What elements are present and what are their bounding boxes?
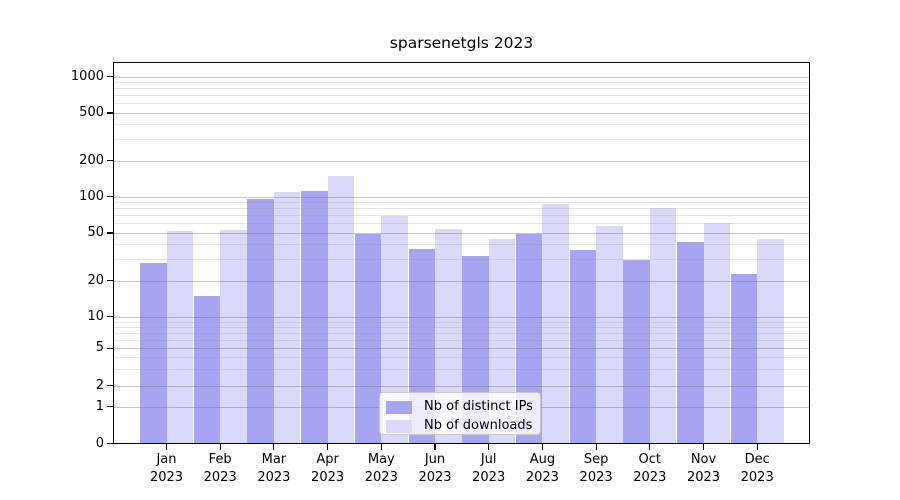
x-tick-mark <box>595 444 597 450</box>
x-tick-label-dec: Dec 2023 <box>740 452 774 485</box>
legend-label-distinct-ips: Nb of distinct IPs <box>424 399 533 414</box>
x-tick-label-feb: Feb 2023 <box>203 452 237 485</box>
y-tick-label: 200 <box>79 152 104 168</box>
bar-nov-distinct-ips <box>677 242 704 444</box>
minor-gridline <box>113 82 810 84</box>
x-tick-mark <box>702 444 705 450</box>
x-tick-mark <box>327 444 329 450</box>
plot-area <box>113 62 810 444</box>
y-tick-label: 1000 <box>70 68 104 84</box>
x-tick-label-sep: Sep 2023 <box>579 452 613 485</box>
y-tick-label: 50 <box>87 224 104 240</box>
minor-gridline <box>113 88 810 90</box>
x-tick-label-jul: Jul 2023 <box>472 452 506 485</box>
x-tick-label-apr: Apr 2023 <box>311 452 345 485</box>
y-tick-mark <box>107 280 113 282</box>
x-tick-mark <box>756 444 758 450</box>
bar-feb-distinct-ips <box>193 295 221 444</box>
major-gridline <box>113 112 810 114</box>
legend-label-downloads: Nb of downloads <box>424 418 533 433</box>
x-tick-label-mar: Mar 2023 <box>257 452 291 485</box>
y-tick-mark <box>107 76 113 78</box>
minor-gridline <box>113 139 810 141</box>
x-tick-mark <box>488 444 490 450</box>
x-tick-mark <box>649 444 651 450</box>
x-tick-label-nov: Nov 2023 <box>686 452 721 485</box>
major-gridline <box>113 196 810 198</box>
x-tick-label-jun: Jun 2023 <box>418 452 452 485</box>
x-tick-label-aug: Aug 2023 <box>525 452 559 485</box>
legend-swatch-distinct-ips <box>386 400 412 414</box>
x-tick-mark <box>219 444 221 450</box>
y-tick-mark <box>107 443 113 445</box>
bar-dec-downloads <box>757 238 784 444</box>
y-tick-mark <box>107 112 113 114</box>
bar-may-distinct-ips <box>354 234 382 444</box>
y-tick-label: 10 <box>87 308 104 324</box>
bar-aug-downloads <box>542 204 569 444</box>
x-tick-label-oct: Oct 2023 <box>633 452 667 485</box>
y-tick-mark <box>107 160 113 162</box>
y-tick-label: 100 <box>79 188 104 204</box>
y-tick-label: 1 <box>95 398 104 414</box>
y-tick-mark <box>107 385 113 387</box>
legend-swatch-downloads <box>386 419 412 433</box>
bar-sep-distinct-ips <box>569 250 597 444</box>
y-tick-label: 0 <box>95 435 104 451</box>
y-tick-mark <box>107 316 113 318</box>
minor-gridline <box>113 208 810 210</box>
bar-apr-distinct-ips <box>301 190 328 444</box>
bar-jan-downloads <box>166 231 193 444</box>
minor-gridline <box>113 124 810 126</box>
bar-oct-downloads <box>649 207 677 444</box>
y-tick-label: 2 <box>95 377 104 393</box>
legend-item-distinct-ips: Nb of distinct IPs <box>386 398 533 416</box>
bar-dec-distinct-ips <box>730 273 758 444</box>
bar-mar-distinct-ips <box>247 199 274 444</box>
x-tick-mark <box>165 444 168 450</box>
legend-item-downloads: Nb of downloads <box>386 417 532 435</box>
y-tick-mark <box>107 406 113 408</box>
y-tick-mark <box>107 196 113 198</box>
minor-gridline <box>113 103 810 105</box>
y-tick-label: 5 <box>95 340 104 356</box>
major-gridline <box>113 76 810 78</box>
bar-mar-downloads <box>273 192 301 444</box>
x-tick-mark <box>273 444 275 450</box>
legend: Nb of distinct IPs Nb of downloads <box>379 392 541 435</box>
bar-sep-downloads <box>596 226 623 444</box>
y-tick-label: 500 <box>79 104 104 120</box>
bar-feb-downloads <box>220 230 247 444</box>
minor-gridline <box>113 95 810 97</box>
bar-jan-distinct-ips <box>140 263 167 444</box>
y-tick-mark <box>107 347 113 349</box>
chart-title: sparsenetgls 2023 <box>389 34 534 52</box>
x-tick-mark <box>434 444 436 450</box>
minor-gridline <box>113 202 810 204</box>
bar-oct-distinct-ips <box>623 259 650 444</box>
minor-gridline <box>113 215 810 217</box>
bar-apr-downloads <box>327 175 355 444</box>
bar-nov-downloads <box>703 222 730 444</box>
y-tick-label: 20 <box>87 272 104 288</box>
x-tick-mark <box>541 444 543 450</box>
major-gridline <box>113 160 810 162</box>
x-tick-label-may: May 2023 <box>364 452 398 485</box>
y-tick-mark <box>107 232 113 234</box>
x-tick-mark <box>380 444 382 450</box>
x-tick-label-jan: Jan 2023 <box>149 452 184 485</box>
